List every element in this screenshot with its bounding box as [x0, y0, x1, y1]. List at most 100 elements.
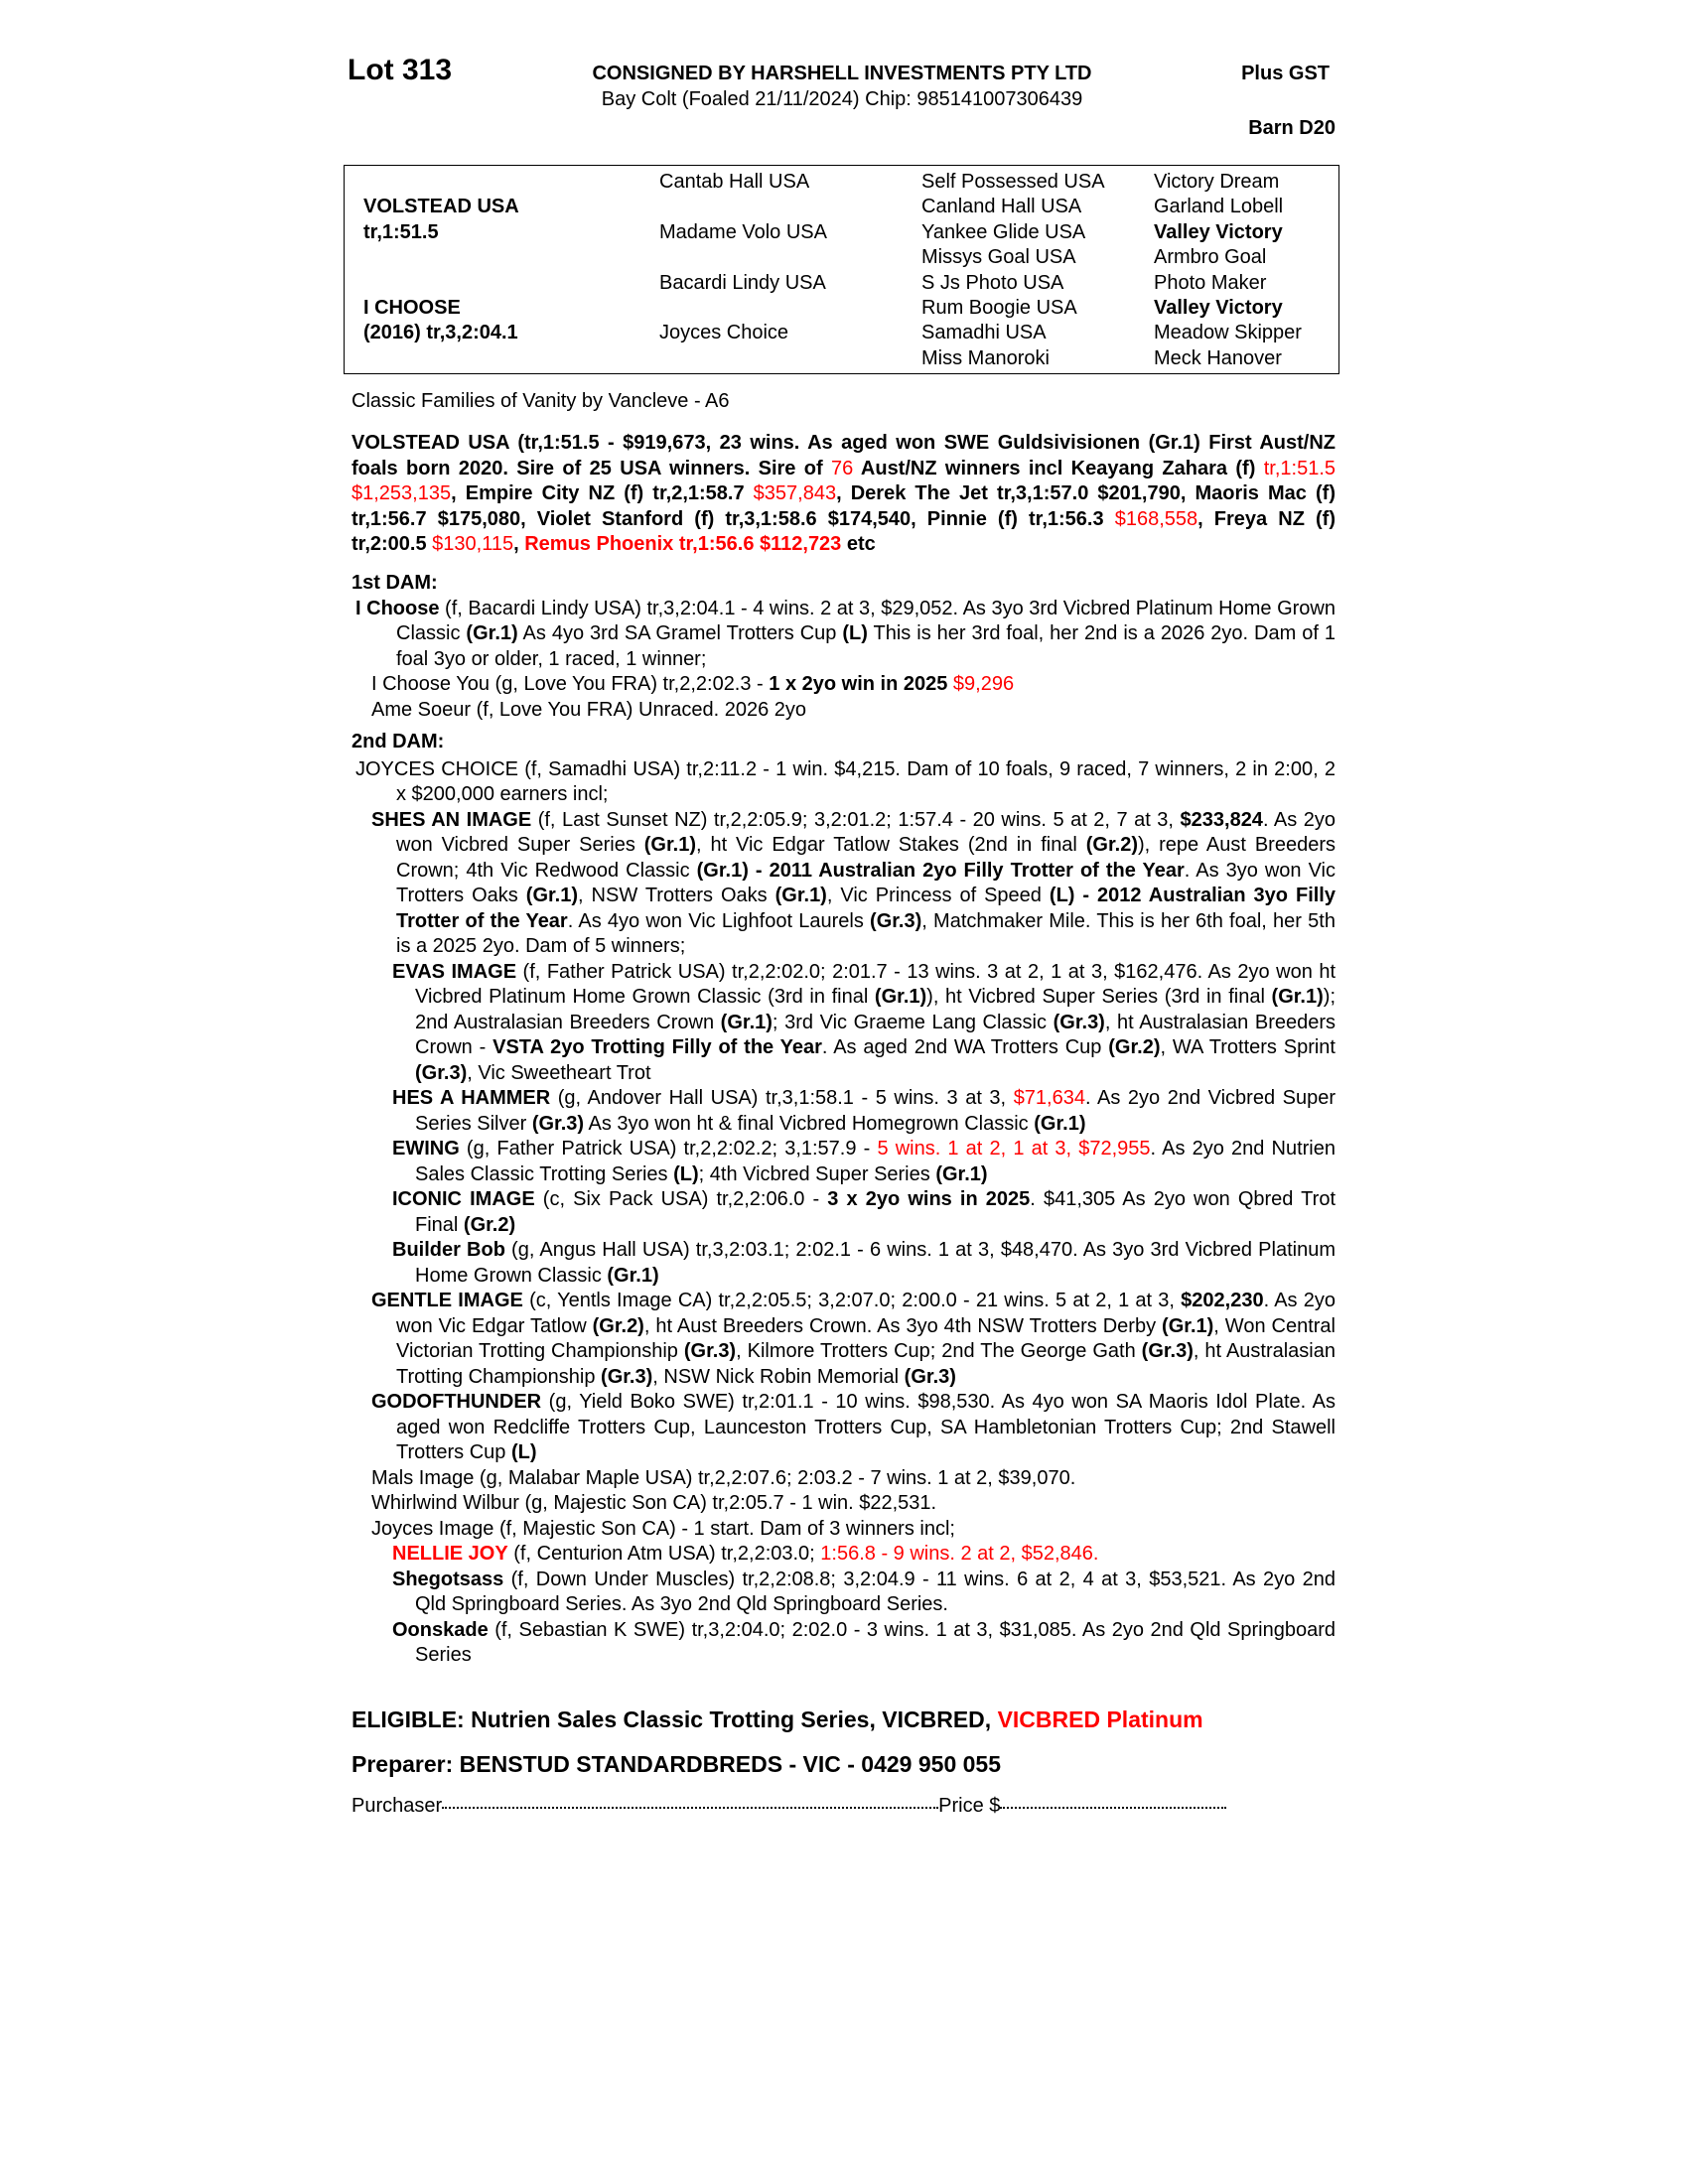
- text-run: $71,634: [1013, 1087, 1085, 1109]
- text-run: etc: [841, 533, 876, 555]
- text-run: ), repe Aust Breeders Crown; 4th Vic Red…: [396, 834, 1336, 882]
- text-run: Joyces Image (f, Majestic Son CA) - 1 st…: [371, 1517, 955, 1540]
- text-run: ; 3rd Vic Graeme Lang Classic: [772, 1011, 1054, 1033]
- progeny-entry: Ame Soeur (f, Love You FRA) Unraced. 202…: [352, 698, 1336, 724]
- text-run: (Gr.1): [874, 986, 927, 1008]
- progeny-entry: I Choose You (g, Love You FRA) tr,2,2:02…: [352, 672, 1336, 698]
- text-run: (Gr.1): [935, 1162, 988, 1185]
- text-run: HES A HAMMER: [392, 1087, 551, 1109]
- progeny-entry: HES A HAMMER (g, Andover Hall USA) tr,3,…: [352, 1086, 1336, 1137]
- pedigree-col1-cell: tr,1:51.5: [363, 220, 439, 243]
- text-run: (c, Six Pack USA) tr,2,2:06.0 -: [534, 1188, 828, 1210]
- progeny-entry: ICONIC IMAGE (c, Six Pack USA) tr,2,2:06…: [352, 1187, 1336, 1238]
- text-run: (L): [673, 1162, 699, 1185]
- pedigree-col3-cell: Yankee Glide USA: [921, 220, 1086, 243]
- text-run: VICBRED Platinum: [997, 1706, 1203, 1732]
- text-run: (f, Sebastian K SWE) tr,3,2:04.0; 2:02.0…: [415, 1618, 1336, 1667]
- text-run: Aust/NZ winners incl Keayang Zahara (f): [853, 457, 1264, 479]
- text-run: Mals Image (g, Malabar Maple USA) tr,2,2…: [371, 1466, 1076, 1489]
- text-run: , Won Central Victorian Trotting Champio…: [396, 1314, 1336, 1363]
- pedigree-col3-cell: S Js Photo USA: [921, 271, 1064, 294]
- text-run: (Gr.2): [592, 1314, 644, 1337]
- preparer: Preparer: BENSTUD STANDARDBREDS - VIC - …: [352, 1751, 1001, 1777]
- text-run: (L) - 2012 Australian 3yo Filly Trotter …: [396, 885, 1336, 932]
- text-run: EVAS IMAGE: [392, 960, 517, 983]
- text-run: (Gr.3): [870, 909, 922, 932]
- text-run: (Gr.3): [904, 1365, 956, 1388]
- text-run: VSTA 2yo Trotting Filly of the Year: [492, 1036, 822, 1058]
- text-run: 76: [831, 457, 854, 479]
- family-line: Classic Families of Vanity by Vancleve -…: [352, 390, 730, 412]
- text-run: Ame Soeur (f, Love You FRA) Unraced. 202…: [371, 698, 807, 721]
- text-run: (f, Down Under Muscles) tr,2,2:08.8; 3,2…: [415, 1568, 1336, 1616]
- text-run: (g, Father Patrick USA) tr,2,2:02.2; 3,1…: [459, 1138, 878, 1160]
- text-run: Shegotsass: [392, 1568, 504, 1590]
- text-run: (f, Bacardi Lindy USA) tr,3,2:04.1 - 4 w…: [396, 597, 1336, 645]
- text-run: (Gr.3): [683, 1340, 737, 1362]
- progeny-entry: GENTLE IMAGE (c, Yentls Image CA) tr,2,2…: [352, 1289, 1336, 1390]
- first-dam-section: 1st DAM: I Choose (f, Bacardi Lindy USA)…: [352, 571, 1336, 723]
- progeny-entry: Whirlwind Wilbur (g, Majestic Son CA) tr…: [352, 1491, 1336, 1517]
- text-run: , Freya NZ (f) tr,2:00.5: [352, 507, 1336, 556]
- text-run: $9,296: [947, 673, 1015, 695]
- pedigree-col4-cell: Meck Hanover: [1154, 346, 1282, 369]
- text-run: EWING: [392, 1138, 460, 1160]
- pedigree-col3-cell: Self Possessed USA: [921, 171, 1105, 193]
- price-field[interactable]: [1000, 1807, 1227, 1809]
- text-run: I Choose: [355, 597, 440, 619]
- sire-paragraph: VOLSTEAD USA (tr,1:51.5 - $919,673, 23 w…: [352, 431, 1336, 558]
- text-run: (g, Yield Boko SWE) tr,2:01.1 - 10 wins.…: [396, 1391, 1336, 1463]
- text-run: $233,824: [1180, 808, 1263, 831]
- pedigree-col2-cell: Bacardi Lindy USA: [659, 271, 826, 294]
- gst-note: Plus GST: [1241, 63, 1330, 84]
- progeny-entry: EWING (g, Father Patrick USA) tr,2,2:02.…: [352, 1137, 1336, 1187]
- pedigree-col2-cell: Cantab Hall USA: [659, 171, 810, 193]
- text-run: ,: [513, 533, 525, 555]
- text-run: , ht Aust Breeders Crown. As 3yo 4th NSW…: [643, 1314, 1163, 1337]
- price-label: Price $: [938, 1795, 1001, 1817]
- text-run: tr,1:51.5 $1,253,135: [352, 457, 1336, 505]
- text-run: ELIGIBLE: Nutrien Sales Classic Trotting…: [352, 1706, 998, 1732]
- text-run: . As 2yo 2nd Nutrien Sales Classic Trott…: [415, 1138, 1336, 1185]
- text-run: SHES AN IMAGE: [371, 808, 532, 831]
- lot-number: Lot 313: [348, 54, 453, 86]
- horse-description: Bay Colt (Foaled 21/11/2024) Chip: 98514…: [601, 88, 1083, 110]
- text-run: . $41,305 As 2yo won Qbred Trot Final: [415, 1188, 1336, 1236]
- pedigree-col3-cell: Rum Boogie USA: [921, 297, 1077, 319]
- purchase-line: Purchaser Price $: [352, 1794, 1227, 1820]
- text-run: As 4yo 3rd SA Gramel Trotters Cup: [517, 622, 843, 644]
- text-run: , WA Trotters Sprint: [1160, 1036, 1336, 1058]
- text-run: JOYCES CHOICE (f, Samadhi USA) tr,2:11.2…: [355, 757, 1336, 806]
- text-run: ; 4th Vicbred Super Series: [698, 1162, 936, 1185]
- text-run: , Vic Sweetheart Trot: [467, 1061, 651, 1084]
- progeny-entry: SHES AN IMAGE (f, Last Sunset NZ) tr,2,2…: [352, 808, 1336, 960]
- text-run: (Gr.3): [531, 1112, 585, 1135]
- text-run: 3 x 2yo wins in 2025: [827, 1188, 1031, 1210]
- progeny-entry: Joyces Image (f, Majestic Son CA) - 1 st…: [352, 1517, 1336, 1543]
- purchaser-field[interactable]: [442, 1807, 939, 1809]
- text-run: , ht Australasian Breeders Crown -: [415, 1011, 1336, 1059]
- text-run: (Gr.1): [1034, 1112, 1086, 1135]
- pedigree-col3-cell: Samadhi USA: [921, 322, 1047, 344]
- text-run: Remus Phoenix tr,1:56.6 $112,723: [524, 533, 842, 555]
- pedigree-col2-cell: Madame Volo USA: [659, 220, 827, 243]
- text-run: I Choose You (g, Love You FRA) tr,2,2:02…: [371, 673, 770, 695]
- text-run: (Gr.1): [525, 885, 579, 906]
- pedigree-col2-cell: Joyces Choice: [659, 322, 789, 344]
- text-run: (Gr.1): [774, 885, 827, 906]
- text-run: (Gr.1): [1162, 1314, 1214, 1337]
- text-run: . As 2yo won Vic Edgar Tatlow: [396, 1290, 1336, 1337]
- text-run: (Gr.1): [607, 1264, 659, 1287]
- text-run: . As aged 2nd WA Trotters Cup: [821, 1036, 1109, 1058]
- text-run: . As 2yo 2nd Vicbred Super Series Silver: [415, 1087, 1336, 1135]
- pedigree-col4-cell: Meadow Skipper: [1154, 322, 1302, 344]
- text-run: (f, Last Sunset NZ) tr,2,2:05.9; 3,2:01.…: [531, 808, 1181, 831]
- text-run: GODOFTHUNDER: [371, 1391, 542, 1413]
- text-run: (Gr.2): [1085, 834, 1139, 856]
- pedigree-col4-cell: Valley Victory: [1154, 297, 1283, 319]
- text-run: $357,843: [753, 482, 837, 504]
- barn-location: Barn D20: [1248, 117, 1336, 139]
- text-run: ICONIC IMAGE: [392, 1188, 535, 1210]
- pedigree-col4-cell: Photo Maker: [1154, 271, 1267, 294]
- text-run: As 3yo won ht & final Vicbred Homegrown …: [584, 1112, 1035, 1135]
